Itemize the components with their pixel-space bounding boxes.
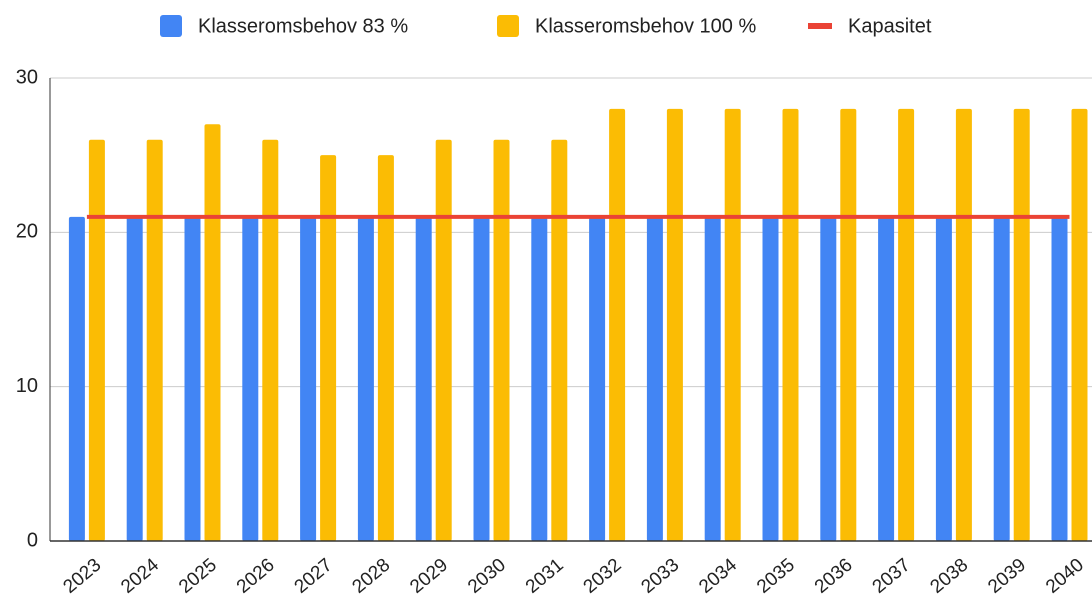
bar [531, 216, 548, 541]
bar [493, 139, 510, 541]
bar [68, 216, 85, 541]
x-tick-label: 2038 [926, 555, 972, 598]
bar [762, 216, 779, 541]
bar [1071, 108, 1088, 541]
legend-label: Klasseromsbehov 83 % [198, 15, 408, 37]
legend-swatch [808, 23, 832, 29]
bar [357, 216, 374, 541]
bar [609, 108, 626, 541]
bar [262, 139, 279, 541]
bar [955, 108, 972, 541]
bar [724, 108, 741, 541]
x-tick-label: 2026 [233, 555, 279, 598]
x-tick-label: 2025 [175, 555, 221, 598]
y-tick-label: 20 [16, 221, 38, 243]
x-tick-label: 2030 [464, 555, 510, 598]
x-tick-label: 2034 [695, 554, 741, 598]
bar [898, 108, 915, 541]
legend-swatch [497, 15, 519, 37]
bar [878, 216, 895, 541]
x-tick-label: 2037 [869, 555, 915, 598]
bar [589, 216, 606, 541]
x-tick-label: 2033 [637, 555, 683, 598]
x-tick-label: 2039 [984, 555, 1030, 598]
bar [242, 216, 259, 541]
bar [840, 108, 857, 541]
bar [704, 216, 721, 541]
x-tick-label: 2027 [291, 555, 337, 598]
bar [415, 216, 432, 541]
bar [435, 139, 452, 541]
x-tick-label: 2035 [753, 555, 799, 598]
x-tick-label: 2040 [1042, 555, 1088, 598]
bar [1013, 108, 1030, 541]
bar [551, 139, 568, 541]
bar [300, 216, 317, 541]
bar [935, 216, 952, 541]
bar [184, 216, 201, 541]
bar [646, 216, 663, 541]
bar [820, 216, 837, 541]
x-tick-label: 2032 [580, 555, 626, 598]
x-tick-label: 2024 [117, 554, 163, 598]
x-tick-label: 2023 [59, 555, 105, 598]
legend-swatch [160, 15, 182, 37]
y-tick-label: 0 [27, 529, 38, 551]
bar [473, 216, 490, 541]
bar [993, 216, 1010, 541]
bar [88, 139, 105, 541]
bar [146, 139, 163, 541]
legend-label: Kapasitet [848, 15, 932, 37]
bar [782, 108, 799, 541]
bar [126, 216, 143, 541]
bar [320, 155, 337, 541]
x-tick-label: 2031 [522, 555, 568, 598]
x-tick-label: 2028 [348, 555, 394, 598]
legend-label: Klasseromsbehov 100 % [535, 15, 756, 37]
y-tick-label: 30 [16, 66, 38, 88]
x-tick-label: 2036 [811, 555, 857, 598]
bar [204, 124, 221, 542]
x-tick-label: 2029 [406, 555, 452, 598]
bar [377, 155, 394, 541]
y-tick-label: 10 [16, 375, 38, 397]
bar [666, 108, 683, 541]
bar [1051, 216, 1068, 541]
